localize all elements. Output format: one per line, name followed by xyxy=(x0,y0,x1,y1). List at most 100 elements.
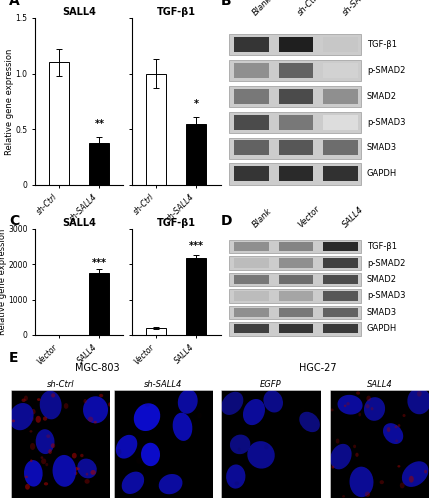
Bar xyxy=(229,164,361,184)
Text: *: * xyxy=(194,99,199,109)
Ellipse shape xyxy=(44,482,48,486)
Ellipse shape xyxy=(356,392,360,394)
Bar xyxy=(323,63,358,78)
Ellipse shape xyxy=(284,388,288,392)
Ellipse shape xyxy=(330,408,334,412)
Text: E: E xyxy=(9,352,19,366)
Ellipse shape xyxy=(122,472,124,474)
Ellipse shape xyxy=(387,427,390,432)
Bar xyxy=(234,63,269,78)
Bar xyxy=(229,86,361,107)
Ellipse shape xyxy=(263,390,283,412)
Ellipse shape xyxy=(235,482,239,486)
Bar xyxy=(323,37,358,52)
Ellipse shape xyxy=(77,468,80,470)
Bar xyxy=(229,138,361,158)
Text: sh-Ctrl: sh-Ctrl xyxy=(47,380,75,389)
Ellipse shape xyxy=(41,456,43,459)
Ellipse shape xyxy=(337,395,363,414)
Bar xyxy=(234,37,269,52)
Ellipse shape xyxy=(141,442,160,466)
Bar xyxy=(187,124,206,185)
Ellipse shape xyxy=(51,394,55,398)
Bar xyxy=(323,291,358,300)
Text: sh-SALL4: sh-SALL4 xyxy=(340,0,374,18)
Text: p-SMAD3: p-SMAD3 xyxy=(367,292,405,300)
Bar xyxy=(90,142,109,185)
Ellipse shape xyxy=(336,438,340,444)
Ellipse shape xyxy=(75,467,78,470)
Text: ***: *** xyxy=(92,258,107,268)
Bar xyxy=(279,291,313,300)
Bar xyxy=(279,114,313,130)
Ellipse shape xyxy=(350,466,374,497)
Bar xyxy=(279,324,313,334)
Ellipse shape xyxy=(86,472,88,476)
Ellipse shape xyxy=(247,441,275,468)
Ellipse shape xyxy=(90,470,96,475)
Ellipse shape xyxy=(299,412,320,432)
Ellipse shape xyxy=(395,440,398,442)
Bar xyxy=(234,166,269,181)
Ellipse shape xyxy=(238,448,240,451)
Ellipse shape xyxy=(25,476,28,478)
Ellipse shape xyxy=(178,390,198,414)
Bar xyxy=(234,308,269,317)
Bar xyxy=(229,34,361,56)
Bar xyxy=(279,308,313,317)
Ellipse shape xyxy=(380,480,384,484)
Text: sh-Ctrl: sh-Ctrl xyxy=(296,0,322,18)
Ellipse shape xyxy=(40,390,62,420)
Ellipse shape xyxy=(344,404,347,407)
Text: Blank: Blank xyxy=(251,206,274,230)
Bar xyxy=(323,308,358,317)
Text: p-SMAD2: p-SMAD2 xyxy=(367,258,405,268)
Ellipse shape xyxy=(403,386,405,388)
Bar xyxy=(279,274,313,284)
Bar xyxy=(229,322,361,336)
Ellipse shape xyxy=(30,417,34,421)
Ellipse shape xyxy=(74,472,77,475)
Ellipse shape xyxy=(366,396,371,402)
Ellipse shape xyxy=(417,391,422,396)
Ellipse shape xyxy=(407,388,431,414)
Bar xyxy=(229,306,361,319)
Text: C: C xyxy=(9,214,19,228)
Text: **: ** xyxy=(94,120,105,130)
Ellipse shape xyxy=(46,434,50,438)
Ellipse shape xyxy=(93,421,97,424)
Text: TGF-β1: TGF-β1 xyxy=(367,242,397,251)
Ellipse shape xyxy=(134,404,160,431)
Bar xyxy=(323,114,358,130)
Ellipse shape xyxy=(332,466,334,468)
Text: EGFP: EGFP xyxy=(260,380,282,389)
Ellipse shape xyxy=(49,449,52,454)
Text: SMAD3: SMAD3 xyxy=(367,144,397,152)
Title: SALL4: SALL4 xyxy=(63,218,96,228)
Bar xyxy=(323,89,358,104)
Title: SALL4: SALL4 xyxy=(63,7,96,17)
Bar xyxy=(279,63,313,78)
Text: ***: *** xyxy=(189,242,204,252)
Ellipse shape xyxy=(36,416,41,423)
Ellipse shape xyxy=(366,404,370,408)
Bar xyxy=(234,140,269,156)
Ellipse shape xyxy=(36,429,55,454)
Text: p-SMAD2: p-SMAD2 xyxy=(367,66,405,75)
Ellipse shape xyxy=(72,453,77,458)
Ellipse shape xyxy=(30,460,33,462)
Text: SALL4: SALL4 xyxy=(340,205,365,230)
Ellipse shape xyxy=(30,430,33,432)
Ellipse shape xyxy=(116,435,137,458)
Bar xyxy=(234,291,269,300)
Bar xyxy=(279,140,313,156)
Ellipse shape xyxy=(243,399,265,425)
Ellipse shape xyxy=(99,394,103,398)
Bar xyxy=(323,140,358,156)
Ellipse shape xyxy=(83,396,108,423)
Ellipse shape xyxy=(24,460,43,486)
Ellipse shape xyxy=(85,479,90,484)
Ellipse shape xyxy=(355,452,359,457)
Bar xyxy=(234,324,269,334)
Bar xyxy=(279,89,313,104)
